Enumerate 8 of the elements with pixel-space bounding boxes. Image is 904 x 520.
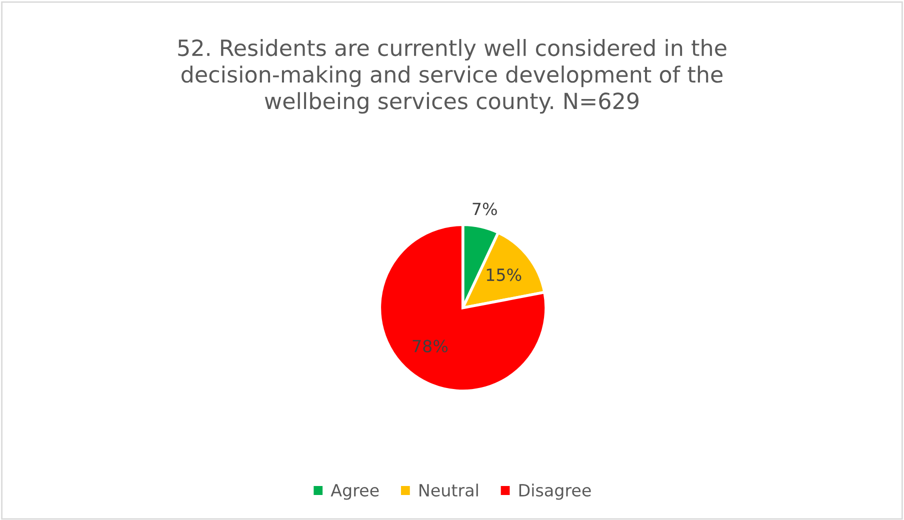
data-label: 7% (472, 202, 497, 216)
pie-slice (378, 223, 548, 392)
data-label: 15% (486, 268, 522, 282)
legend-label: Agree (330, 484, 379, 500)
chart-title: 52. Residents are currently well considered in the decision-making and service development of the wellbeing services county. N=629 (178, 39, 726, 114)
legend-label: Disagree (519, 484, 591, 500)
data-label: 78% (412, 340, 448, 352)
legend-label: Neutral (420, 484, 478, 497)
